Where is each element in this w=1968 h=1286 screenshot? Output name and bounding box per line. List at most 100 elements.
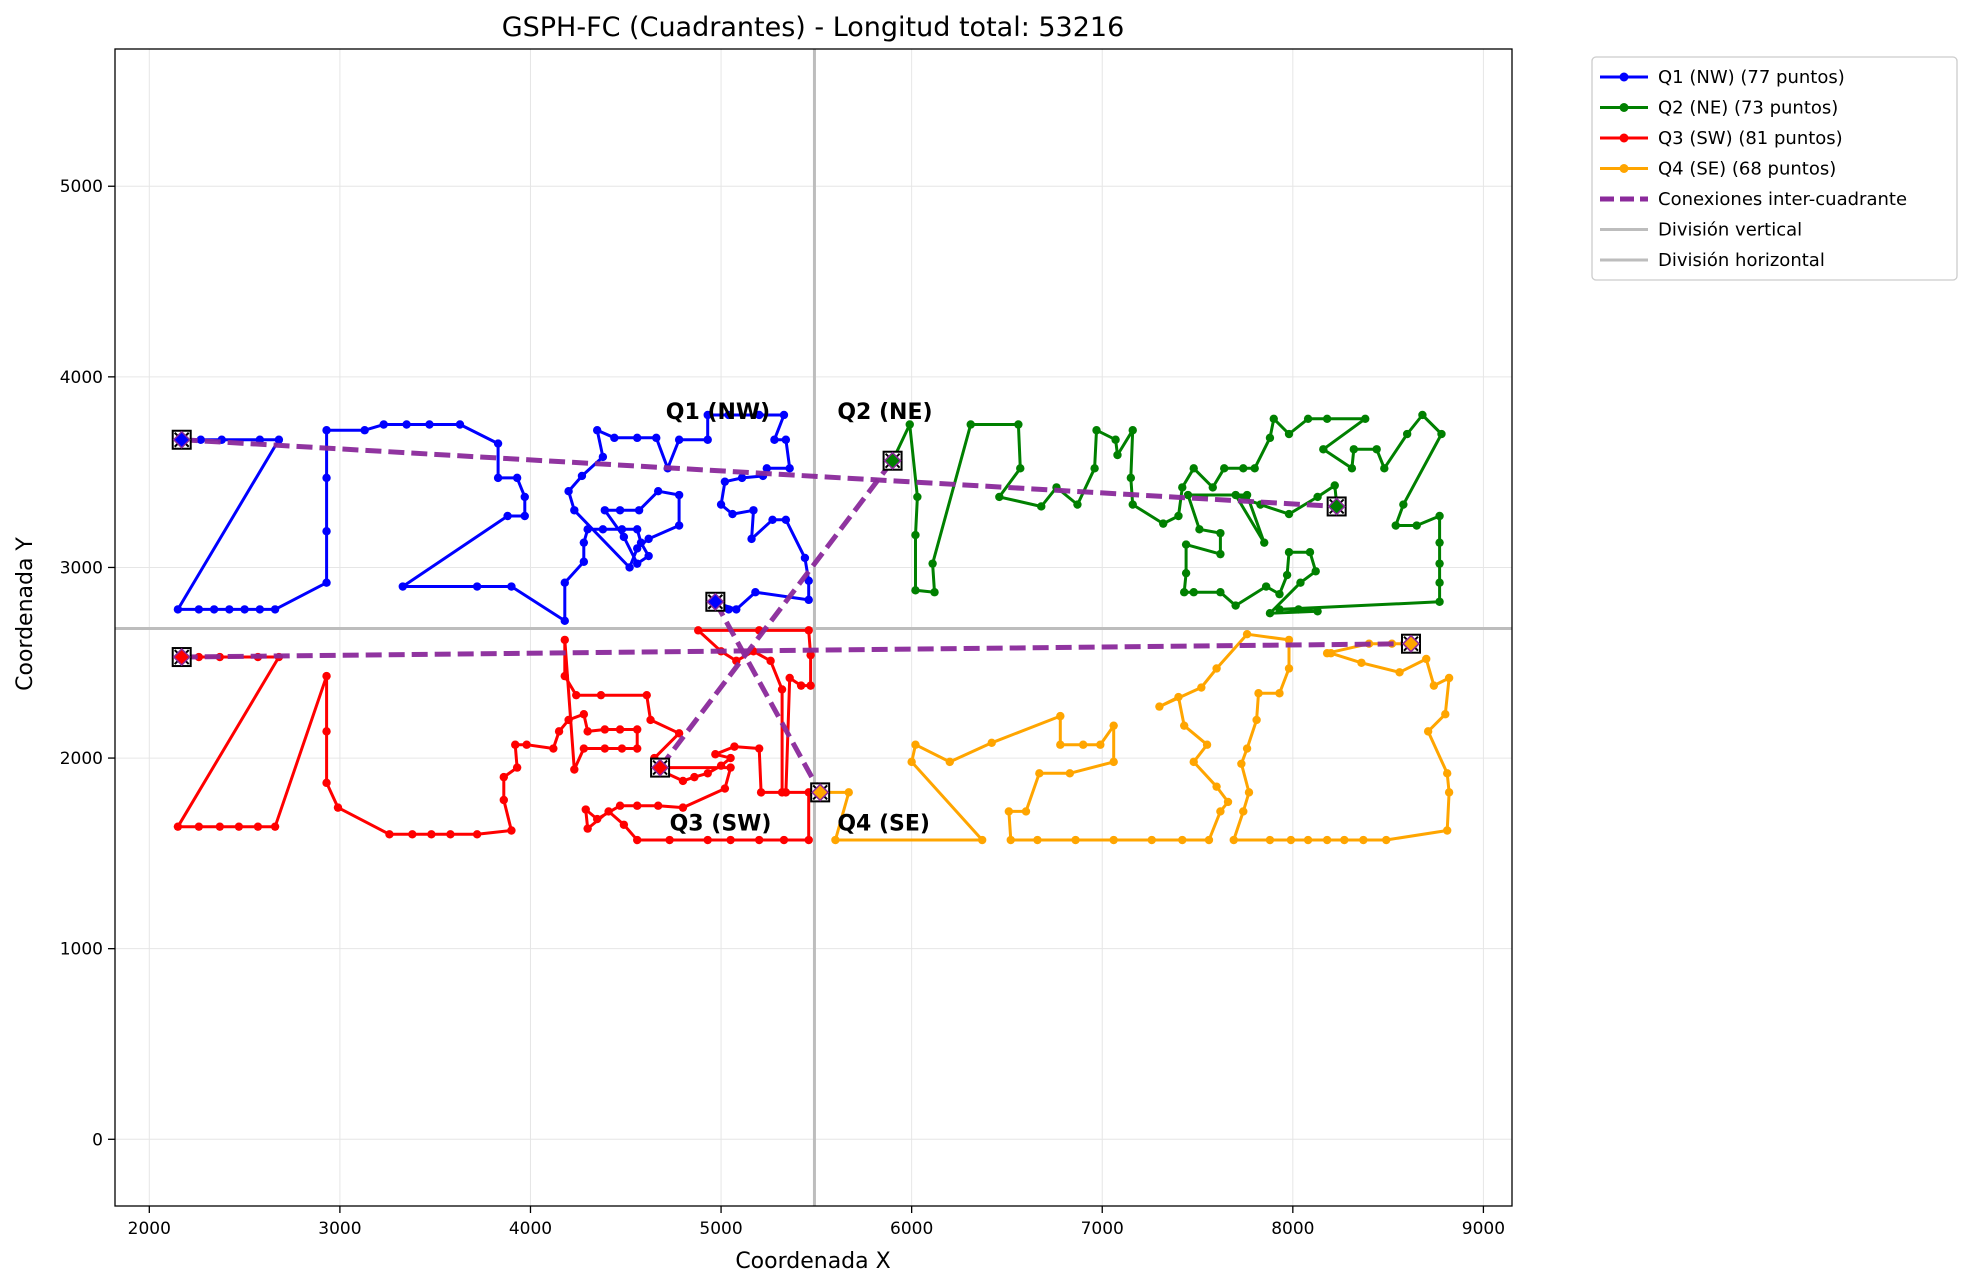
data-point-q2: [1269, 414, 1278, 423]
data-point-q2: [1179, 588, 1189, 597]
data-point-q1: [633, 525, 642, 534]
quadrant-label: Q2 (NE): [837, 400, 932, 425]
data-point-q1: [724, 410, 733, 420]
data-point-q3: [796, 681, 806, 690]
data-point-q2: [913, 492, 922, 502]
data-point-q4: [1212, 782, 1221, 791]
x-tick-label: 6000: [890, 1219, 933, 1239]
y-tick-label: 3000: [60, 558, 103, 578]
data-point-q3: [511, 740, 520, 749]
data-point-q4: [1443, 769, 1452, 778]
data-point-q2: [1159, 519, 1168, 528]
data-point-q2: [1014, 420, 1023, 429]
data-point-q1: [472, 582, 482, 591]
data-point-q2: [1183, 490, 1193, 500]
data-point-q3: [472, 830, 482, 839]
data-point-q1: [770, 435, 779, 444]
data-point-q1: [520, 511, 529, 521]
data-point-q1: [617, 525, 627, 534]
data-point-q1: [579, 538, 589, 547]
data-point-q1: [322, 578, 331, 587]
data-point-q3: [633, 744, 642, 753]
endpoint-diamond: [1327, 497, 1346, 516]
chart-title: GSPH-FC (Cuadrantes) - Longitud total: 5…: [502, 12, 1125, 43]
x-axis-label: Coordenada X: [735, 1249, 890, 1274]
data-point-q3: [703, 769, 712, 778]
data-point-q1: [800, 553, 810, 563]
data-point-q3: [322, 671, 331, 681]
data-point-q4: [1229, 835, 1238, 845]
data-point-q4: [1197, 683, 1206, 692]
data-point-q4: [1178, 835, 1187, 845]
data-point-q4: [1021, 807, 1031, 816]
data-point-q2: [1189, 464, 1198, 473]
data-point-q4: [1033, 835, 1042, 845]
inter-quadrant-connection: [181, 641, 1412, 660]
data-point-q2: [1128, 426, 1137, 435]
y-tick-label: 4000: [60, 368, 103, 388]
data-point-q4: [1078, 740, 1088, 749]
data-point-q3: [678, 776, 688, 786]
data-point-q2: [1435, 559, 1444, 568]
data-point-q2: [930, 588, 939, 597]
data-point-q4: [1441, 710, 1450, 719]
y-tick-label: 5000: [60, 177, 103, 197]
legend-entry-label: Q1 (NW) (77 puntos): [1658, 67, 1845, 88]
data-point-q2: [1435, 597, 1444, 606]
data-point-q2: [995, 492, 1004, 502]
data-point-q1: [728, 509, 737, 519]
data-point-q4: [945, 757, 954, 767]
data-point-q1: [560, 616, 569, 626]
x-tick-label: 9000: [1462, 1219, 1505, 1239]
data-point-q2: [1231, 490, 1240, 500]
data-point-q2: [1305, 548, 1315, 557]
data-point-q1: [633, 433, 642, 443]
legend-marker: [1619, 72, 1629, 82]
data-point-q3: [615, 725, 625, 734]
data-point-q3: [619, 820, 629, 829]
data-point-q3: [560, 635, 569, 645]
data-point-q4: [1422, 654, 1431, 664]
data-point-q2: [1016, 464, 1025, 473]
data-point-q1: [644, 534, 653, 544]
data-point-q3: [806, 681, 815, 690]
data-point-q2: [1242, 490, 1252, 500]
data-point-q3: [766, 656, 775, 666]
endpoint-diamond: [1401, 634, 1421, 653]
data-point-q2: [1195, 525, 1204, 534]
data-point-q4: [1322, 649, 1332, 658]
data-point-q3: [674, 729, 684, 738]
data-point-q2: [1330, 481, 1339, 490]
data-point-q2: [1220, 464, 1229, 473]
data-point-q2: [1090, 464, 1099, 473]
data-point-q2: [928, 559, 937, 568]
data-point-q1: [804, 595, 813, 605]
data-point-q3: [427, 830, 436, 839]
data-point-q2: [1181, 568, 1191, 578]
axes: 2000 3000 4000 5000 6000 7000 8000 9000 0 1000 200…: [60, 48, 1513, 1239]
data-point-q3: [804, 626, 813, 635]
data-point-q2: [1322, 414, 1332, 423]
data-point-q1: [633, 544, 642, 553]
data-point-q4: [1056, 740, 1065, 749]
legend-entry-label: División vertical: [1658, 220, 1802, 241]
data-point-q1: [209, 605, 219, 614]
data-point-q4: [1242, 629, 1252, 639]
data-point-q2: [1284, 429, 1294, 439]
data-point-q2: [1128, 500, 1137, 509]
endpoint-diamond: [651, 758, 670, 777]
data-point-q2: [1275, 589, 1284, 599]
data-point-q1: [716, 500, 726, 509]
data-point-q1: [652, 433, 661, 443]
data-point-q2: [905, 420, 914, 429]
legend-entry-label: Q2 (NE) (73 puntos): [1658, 98, 1838, 119]
plot-area: Q1 (NW) Q2 (NE) Q3 (SW) Q4 (SE): [115, 49, 1512, 1206]
plot-frame: [114, 48, 1513, 1207]
y-axis-label: Coordenada Y: [13, 537, 38, 691]
plot-content: Q1 (NW) Q2 (NE) Q3 (SW) Q4 (SE): [115, 49, 1512, 1206]
y-tick-label: 1000: [60, 940, 103, 960]
data-point-q2: [1260, 538, 1269, 547]
x-tick-label: 7000: [1081, 1219, 1124, 1239]
x-tick-label: 4000: [509, 1219, 552, 1239]
data-point-q2: [1311, 567, 1320, 576]
